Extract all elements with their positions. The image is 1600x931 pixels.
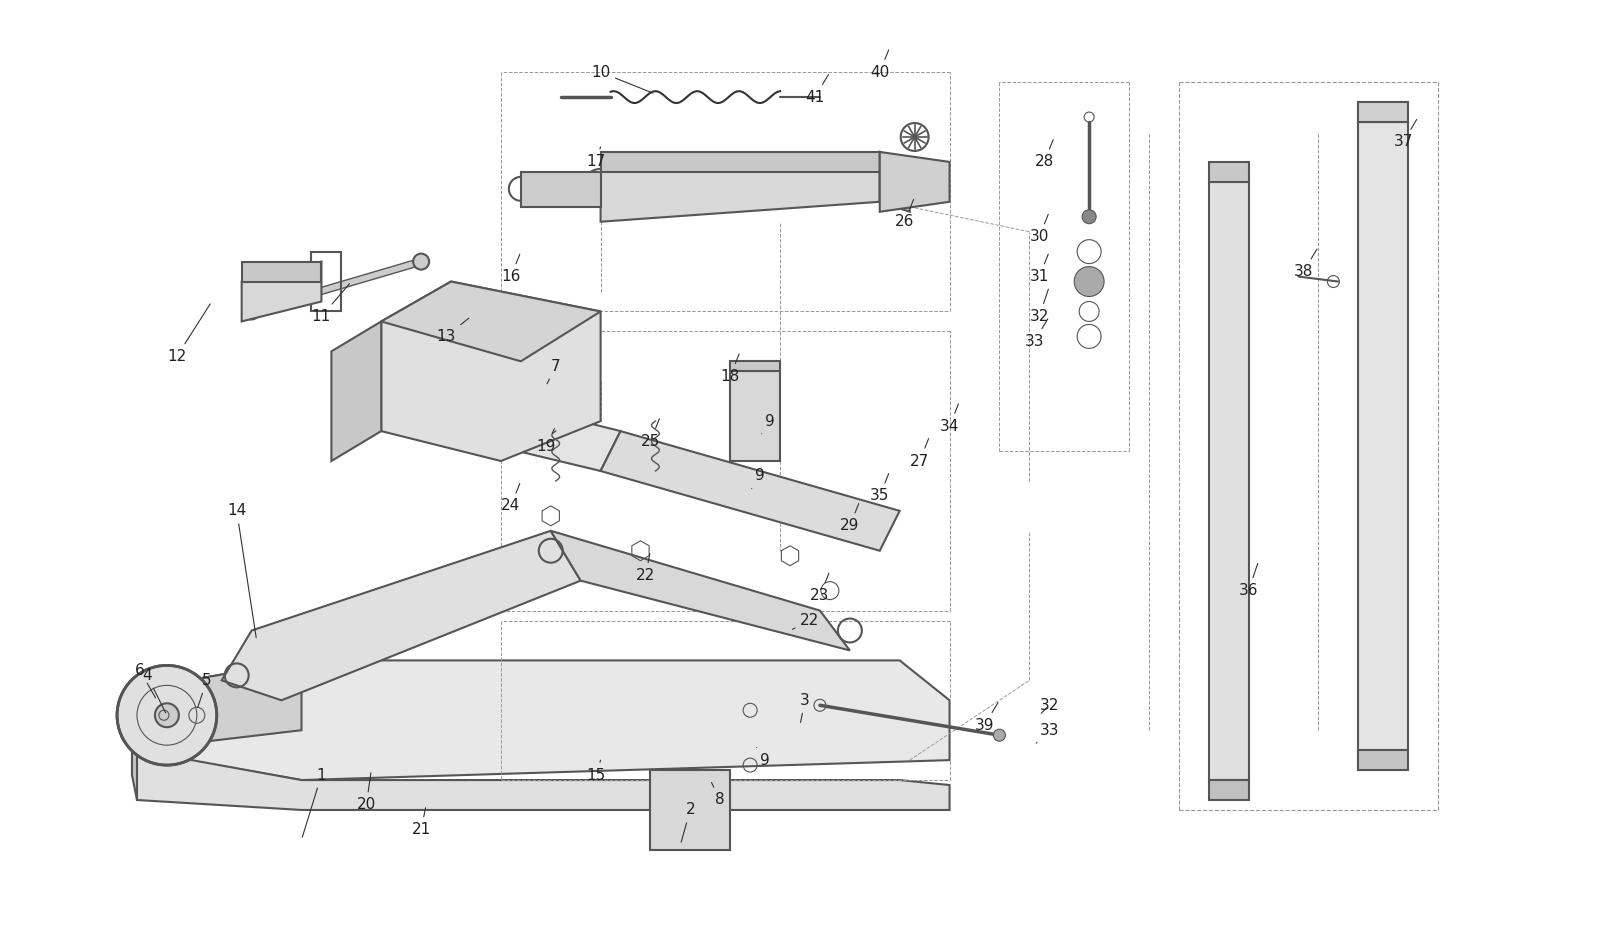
Polygon shape xyxy=(1208,182,1248,780)
Text: 28: 28 xyxy=(1035,140,1054,169)
Circle shape xyxy=(678,808,702,832)
Polygon shape xyxy=(550,531,850,651)
Polygon shape xyxy=(730,361,781,371)
Text: 24: 24 xyxy=(501,483,520,513)
Polygon shape xyxy=(131,690,138,800)
Polygon shape xyxy=(880,152,949,211)
Text: 32: 32 xyxy=(1029,290,1050,324)
Text: 11: 11 xyxy=(312,284,349,324)
Text: 37: 37 xyxy=(1394,119,1416,150)
Text: 9: 9 xyxy=(757,748,770,768)
Circle shape xyxy=(155,703,179,727)
Polygon shape xyxy=(381,281,600,461)
Polygon shape xyxy=(131,660,949,780)
Text: 9: 9 xyxy=(762,413,774,434)
Polygon shape xyxy=(1208,162,1248,182)
Polygon shape xyxy=(242,262,322,281)
Text: 22: 22 xyxy=(635,553,654,583)
Text: 35: 35 xyxy=(870,474,890,504)
Text: 27: 27 xyxy=(910,439,930,468)
Text: 41: 41 xyxy=(805,74,829,104)
Text: 39: 39 xyxy=(974,703,998,733)
Text: 34: 34 xyxy=(939,404,960,434)
Polygon shape xyxy=(242,262,322,321)
Text: 1: 1 xyxy=(302,767,326,837)
Polygon shape xyxy=(331,321,381,461)
Polygon shape xyxy=(880,152,910,211)
Circle shape xyxy=(1074,266,1104,296)
Text: 8: 8 xyxy=(712,783,725,807)
Text: 19: 19 xyxy=(536,428,555,453)
Polygon shape xyxy=(222,531,581,700)
Polygon shape xyxy=(1358,102,1408,122)
Polygon shape xyxy=(600,152,880,172)
Text: 33: 33 xyxy=(1024,318,1048,349)
Text: 30: 30 xyxy=(1029,214,1050,244)
Text: 40: 40 xyxy=(870,50,890,80)
Circle shape xyxy=(1082,209,1096,223)
Polygon shape xyxy=(600,152,880,222)
Text: 13: 13 xyxy=(437,318,469,344)
Text: 26: 26 xyxy=(894,199,914,229)
Text: 31: 31 xyxy=(1029,254,1050,284)
Polygon shape xyxy=(1358,122,1408,750)
Text: 9: 9 xyxy=(752,468,765,489)
Text: 20: 20 xyxy=(357,773,376,813)
Text: 33: 33 xyxy=(1037,722,1059,743)
Circle shape xyxy=(117,666,216,765)
Text: 2: 2 xyxy=(682,803,694,843)
Polygon shape xyxy=(600,431,899,551)
Text: 16: 16 xyxy=(501,254,520,284)
Text: 4: 4 xyxy=(142,668,166,713)
Text: 36: 36 xyxy=(1238,563,1259,598)
Polygon shape xyxy=(730,371,781,461)
Text: 14: 14 xyxy=(227,504,256,638)
Polygon shape xyxy=(651,770,730,850)
Bar xyxy=(312,251,341,312)
Polygon shape xyxy=(138,750,949,810)
Text: 10: 10 xyxy=(590,64,653,93)
Circle shape xyxy=(666,795,715,844)
Polygon shape xyxy=(1358,750,1408,770)
Polygon shape xyxy=(1208,780,1248,800)
Circle shape xyxy=(592,179,608,195)
Polygon shape xyxy=(131,660,301,750)
Polygon shape xyxy=(522,172,600,207)
Circle shape xyxy=(243,304,259,319)
Text: 15: 15 xyxy=(586,760,605,783)
Polygon shape xyxy=(352,371,621,471)
Text: 6: 6 xyxy=(134,663,155,698)
Circle shape xyxy=(413,253,429,270)
Text: 25: 25 xyxy=(642,419,661,449)
Polygon shape xyxy=(381,281,600,361)
Text: 38: 38 xyxy=(1294,249,1317,279)
Text: 7: 7 xyxy=(547,358,560,384)
Text: 29: 29 xyxy=(840,504,859,533)
Circle shape xyxy=(994,729,1005,741)
Text: 17: 17 xyxy=(586,147,605,169)
Text: 12: 12 xyxy=(168,304,210,364)
Text: 22: 22 xyxy=(792,613,819,629)
Text: 21: 21 xyxy=(411,808,430,837)
Text: 3: 3 xyxy=(800,693,810,722)
Text: 23: 23 xyxy=(810,573,830,603)
Text: 18: 18 xyxy=(720,354,739,384)
Text: 5: 5 xyxy=(198,673,211,708)
Text: 32: 32 xyxy=(1040,697,1059,713)
